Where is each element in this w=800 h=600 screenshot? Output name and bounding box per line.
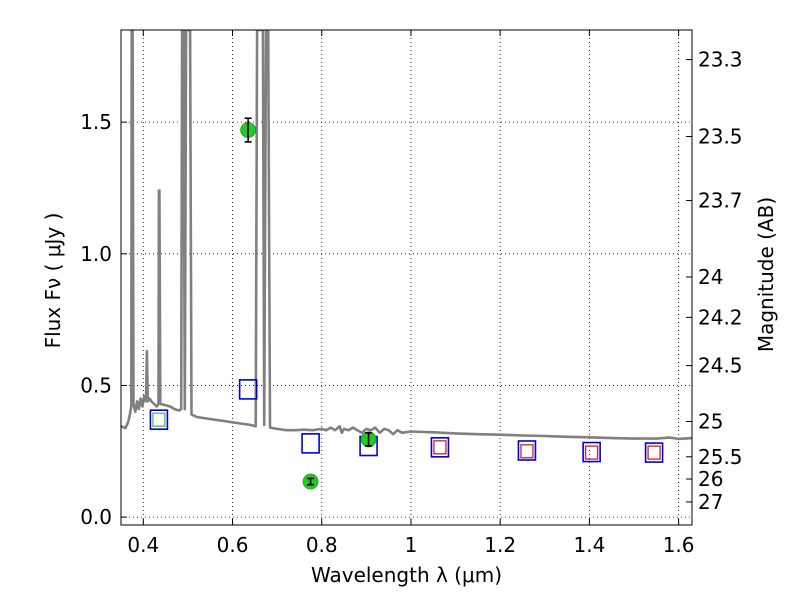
x-tick-label: 0.8 [306,533,338,557]
model-photometry-square [430,437,450,458]
model-photometry-square [149,409,169,430]
y-tick-label: 1.5 [80,110,112,134]
mag-tick-label: 24.2 [698,305,743,329]
mag-tick-label: 23.7 [698,189,743,213]
mag-tick-label: 26 [698,467,723,491]
model-photometry-square [301,433,320,454]
model-photometry-square-inner [152,412,166,427]
model-photometry-square-inner [584,445,599,460]
x-tick-label: 0.6 [217,533,249,557]
axis-ticks [121,30,692,525]
mag-tick-label: 23.5 [698,125,743,149]
x-tick-label: 1 [405,533,418,557]
y-tick-label: 0.5 [80,373,112,397]
tick-labels: 0.4 0.6 0.8 1 1.2 1.4 1.6 0.0 0.5 1.0 1.5 23.3 23.5 2… [80,48,742,557]
y-axis-label: Flux Fν ( μJy ) [41,213,65,349]
grid [121,30,692,525]
model-photometry-square [582,441,601,463]
x-axis-label: Wavelength λ (μm) [311,563,502,587]
x-tick-label: 0.4 [127,533,159,557]
model-photometry [149,379,664,463]
mag-tick-label: 27 [698,490,723,514]
x-tick-label: 1.2 [484,533,516,557]
x-tick-label: 1.4 [573,533,605,557]
model-spectrum [121,30,692,441]
mag-tick-label: 23.3 [698,48,743,72]
observed-photometry [240,117,377,490]
plot-frame [120,29,693,526]
mag-tick-label: 24.5 [698,354,743,378]
model-photometry-square-inner [520,444,534,459]
mag-tick-label: 25.5 [698,445,743,469]
y2-axis-label: Magnitude (AB) [754,197,778,352]
model-photometry-square [238,379,258,400]
model-photometry-square-inner [433,440,447,455]
model-photometry-square [644,442,664,463]
model-spectrum-line [121,30,692,441]
mag-tick-label: 24 [698,265,723,289]
y-tick-label: 1.0 [80,242,112,266]
mag-tick-label: 25 [698,410,723,434]
x-tick-label: 1.6 [663,533,695,557]
y-tick-label: 0.0 [80,505,112,529]
model-photometry-square-inner [647,445,661,460]
model-photometry-square [517,440,537,461]
